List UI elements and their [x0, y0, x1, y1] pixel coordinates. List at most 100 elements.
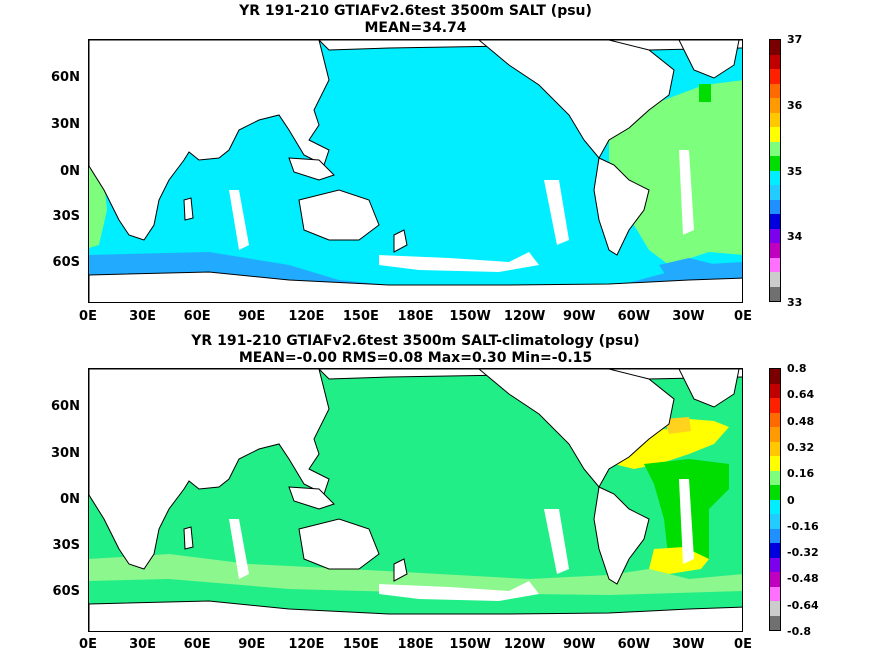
top-colorbar-swatch [770, 228, 780, 243]
bottom-colorbar-tick-label: 0 [787, 493, 795, 507]
bottom-lon-label: 120E [288, 637, 325, 652]
bottom-title-line2: MEAN=-0.00 RMS=0.08 Max=0.30 Min=-0.15 [238, 350, 593, 366]
bottom-colorbar-swatch [770, 557, 780, 572]
antarctica [89, 271, 742, 302]
top-panel-title: YR 191-210 GTIAFv2.6test 3500m SALT (psu… [88, 3, 743, 37]
top-colorbar-swatch [770, 141, 780, 156]
top-colorbar-tick-label: 34 [787, 230, 803, 244]
top-colorbar-tick-label: 33 [787, 296, 803, 309]
bottom-lon-label: 150W [449, 637, 491, 652]
bottom-lat-60n: 60N [51, 399, 80, 414]
indonesia-b [288, 486, 335, 510]
top-colorbar-swatch [770, 98, 780, 113]
indian-ridge-b [229, 519, 249, 579]
australia-b [298, 518, 380, 570]
greenland-b [678, 369, 740, 408]
top-lon-label: 150E [342, 309, 379, 324]
bottom-colorbar-tick-label: -0.8 [787, 625, 812, 638]
top-lon-label: 0E [79, 309, 97, 324]
africa-eurasia-b [89, 369, 330, 570]
bottom-title-line1: YR 191-210 GTIAFv2.6test 3500m SALT-clim… [191, 333, 640, 349]
top-lon-label: 0E [734, 309, 752, 324]
madagascar-b [183, 526, 194, 550]
top-lat-60s: 60S [52, 255, 80, 270]
bottom-colorbar-swatch [770, 528, 780, 543]
top-colorbar-swatch [770, 272, 780, 287]
top-colorbar-swatch [770, 185, 780, 200]
new-zealand-b [393, 558, 408, 582]
top-colorbar-swatch [770, 127, 780, 142]
bottom-colorbar-tick-label: 0.16 [787, 467, 815, 481]
bottom-colorbar-swatch [770, 543, 780, 558]
bottom-lon-label: 90E [238, 637, 266, 652]
nordic-orange [664, 417, 691, 434]
top-colorbar-tick-label: 36 [787, 98, 803, 112]
bottom-colorbar-tick-label: 0.8 [787, 362, 807, 375]
top-colorbar [769, 39, 781, 302]
top-lat-30s: 30S [52, 209, 80, 224]
bottom-colorbar-swatch [770, 601, 780, 616]
top-lon-label: 120E [288, 309, 325, 324]
top-map-panel [88, 39, 743, 303]
top-colorbar-swatch [770, 40, 780, 55]
top-colorbar-swatch [770, 170, 780, 185]
bottom-colorbar-swatch [770, 456, 780, 471]
bottom-lon-label: 180E [397, 637, 434, 652]
bottom-colorbar-tick-label: -0.48 [787, 572, 819, 586]
atlantic-salty [609, 80, 742, 265]
bottom-lat-60s: 60S [52, 584, 80, 599]
bottom-colorbar-swatch [770, 369, 780, 384]
bottom-lon-label: 150E [342, 637, 379, 652]
top-colorbar-swatch [770, 199, 780, 214]
top-lon-label: 60W [617, 309, 651, 324]
bottom-map-svg [89, 369, 742, 631]
indonesia [288, 157, 335, 181]
land-mask [89, 40, 742, 302]
bottom-colorbar-tick-label: -0.32 [787, 546, 819, 560]
top-colorbar-swatch [770, 243, 780, 258]
bottom-colorbar-swatch [770, 412, 780, 427]
bottom-colorbar-tick-label: 0.64 [787, 388, 815, 402]
top-lon-label: 30E [129, 309, 157, 324]
bottom-colorbar-swatch [770, 470, 780, 485]
top-colorbar-swatch [770, 54, 780, 69]
bottom-colorbar-swatch [770, 427, 780, 442]
top-lon-label: 180E [397, 309, 434, 324]
bottom-colorbar-tick-label: -0.16 [787, 519, 819, 533]
ridge-gaps [229, 150, 694, 272]
bottom-colorbar-tick-label: 0.32 [787, 440, 815, 454]
pacific-antarctic-ridge [379, 252, 539, 272]
bottom-colorbar-swatch [770, 615, 780, 630]
north-atlantic-positive [609, 419, 729, 469]
south-america [593, 157, 650, 256]
top-map-svg [89, 40, 742, 302]
bottom-colorbar-swatch [770, 499, 780, 514]
north-america [478, 40, 675, 159]
ridge-gaps-bottom [229, 479, 694, 601]
bottom-lon-label: 90W [563, 637, 596, 652]
south-america-b [593, 486, 650, 585]
top-lon-label: 150W [449, 309, 491, 324]
bottom-colorbar-swatch [770, 383, 780, 398]
mid-atlantic-ridge [679, 150, 694, 235]
top-colorbar-swatch [770, 69, 780, 84]
bottom-colorbar-swatch [770, 572, 780, 587]
antarctica-b [89, 600, 742, 631]
top-lat-0n: 0N [60, 164, 80, 179]
bottom-lon-label: 60E [183, 637, 211, 652]
africa-eurasia [89, 40, 330, 241]
madagascar [183, 197, 194, 221]
greenland [678, 40, 740, 79]
top-colorbar-tick-label: 35 [787, 164, 803, 178]
bottom-lat-0n: 0N [60, 492, 80, 507]
east-pacific-rise-b [544, 509, 569, 574]
bottom-colorbar-swatch [770, 514, 780, 529]
top-colorbar-swatch [770, 156, 780, 171]
east-pacific-rise [544, 180, 569, 245]
southern-light-band [89, 554, 742, 595]
north-america-b [478, 369, 675, 488]
top-colorbar-swatch [770, 214, 780, 229]
indian-ridge [229, 190, 249, 250]
top-lon-label: 30W [672, 309, 705, 324]
top-lon-label: 60E [183, 309, 211, 324]
